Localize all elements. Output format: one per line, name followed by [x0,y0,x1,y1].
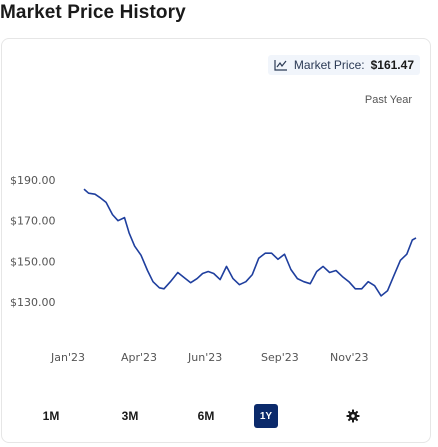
range-button-1y[interactable]: 1Y [254,404,278,428]
x-tick-label: Nov'23 [330,351,369,364]
range-button-3m[interactable]: 3M [121,409,139,423]
page-title: Market Price History [0,2,186,23]
range-button-1m[interactable]: 1M [42,409,60,423]
x-tick-label: Sep'23 [261,351,299,364]
x-tick-label: Jun'23 [187,351,222,364]
x-tick-label: Apr'23 [121,351,157,364]
y-tick-label: $150.00 [10,255,56,268]
y-tick-label: $130.00 [10,296,56,309]
market-price-label: Market Price: [293,58,365,72]
price-series-line [83,188,417,297]
range-button-6m[interactable]: 6M [197,409,215,423]
range-controls: 1M 3M 6M 1Y [3,401,433,431]
y-tick-label: $190.00 [10,174,56,187]
market-price-value: $161.47 [370,58,414,72]
price-chart: $190.00 $170.00 $150.00 $130.00 Jan'23 Apr'23… [10,174,417,364]
trend-chart-icon [274,59,288,71]
x-tick-label: Jan'23 [50,351,85,364]
range-label: Past Year [364,94,412,106]
market-price-badge: Market Price: $161.47 [267,55,420,75]
gear-icon[interactable] [343,406,363,426]
price-history-card: Market Price: $161.47 Past Year $190.00 $… [1,38,431,443]
y-tick-label: $170.00 [10,215,56,228]
